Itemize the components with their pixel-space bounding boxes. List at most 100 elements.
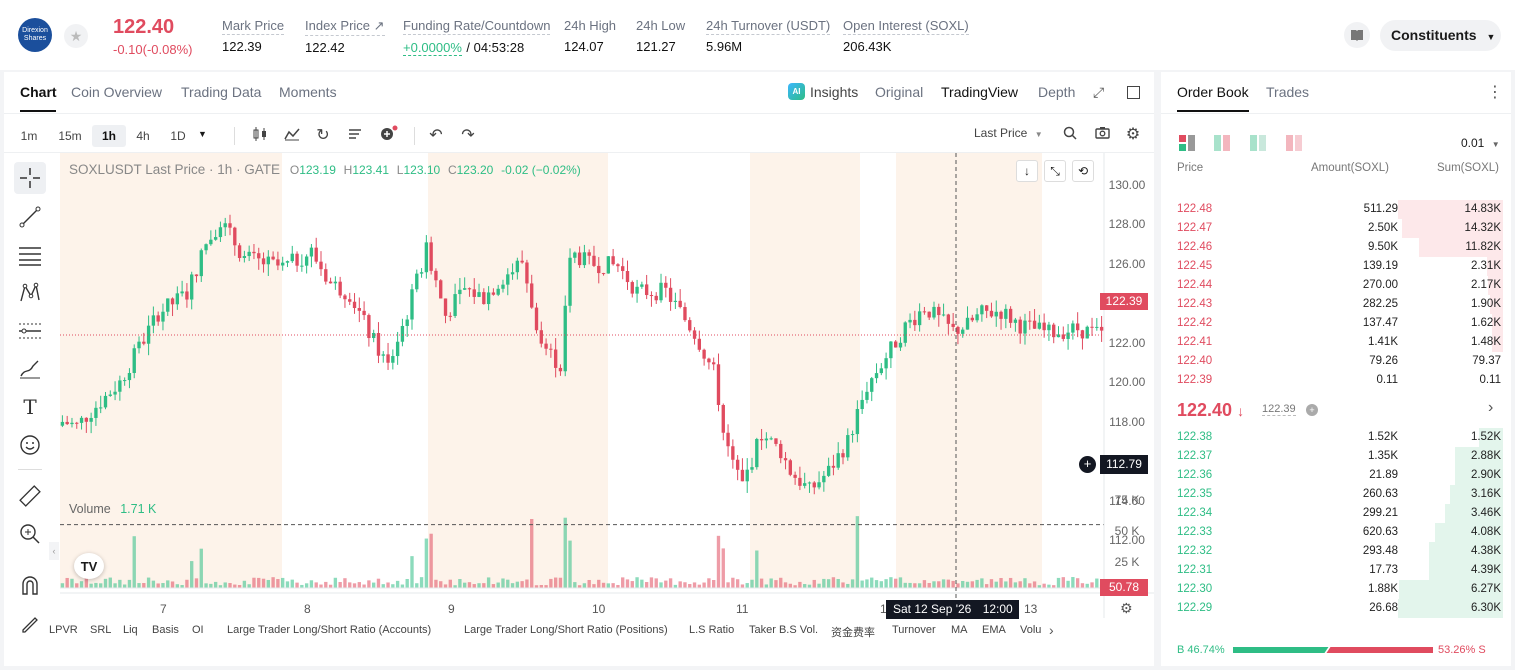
indicator-item[interactable]: SRL	[90, 624, 112, 636]
indicators-icon[interactable]	[281, 127, 303, 144]
tab-chart[interactable]: Chart	[20, 84, 57, 100]
timeframe-15m[interactable]: 15m	[58, 129, 82, 143]
timeframe-1d[interactable]: 1D	[170, 129, 186, 143]
ask-row[interactable]: 122.41 1.41K 1.48K	[1161, 333, 1511, 352]
redo-icon[interactable]: ↷	[461, 127, 475, 144]
bid-row[interactable]: 122.34 299.21 3.46K	[1161, 504, 1511, 523]
axis-settings-icon[interactable]: ⚙	[1120, 600, 1133, 616]
fullscreen-icon[interactable]: ⤡	[1044, 160, 1066, 182]
indicator-item[interactable]: LPVR	[49, 624, 78, 636]
book-icon[interactable]	[1344, 22, 1370, 48]
trend-line-tool-icon[interactable]	[14, 201, 46, 233]
ask-row[interactable]: 122.43 282.25 1.90K	[1161, 295, 1511, 314]
volume-bar	[664, 580, 668, 588]
tab-moments[interactable]: Moments	[279, 84, 337, 100]
add-indicator-icon[interactable]	[378, 125, 400, 144]
brush-tool-icon[interactable]	[14, 353, 46, 385]
more-icon[interactable]: ⋮	[1487, 84, 1503, 101]
ask-row[interactable]: 122.39 0.11 0.11	[1161, 371, 1511, 390]
tab-depth[interactable]: Depth	[1038, 84, 1076, 100]
magnet-tool-icon[interactable]	[14, 569, 46, 601]
timeframe-dropdown-icon[interactable]: ▼	[198, 129, 207, 139]
view-sells-icon[interactable]	[1286, 135, 1302, 156]
volume-bar	[1018, 581, 1022, 588]
indicator-item[interactable]: MA	[951, 624, 968, 636]
price-chart[interactable]	[60, 153, 1154, 618]
view-asks-icon[interactable]	[1250, 135, 1266, 156]
index-price-stat[interactable]: Index Price ↗ 122.42	[305, 18, 385, 55]
emoji-tool-icon[interactable]	[14, 429, 46, 461]
indicator-scroll-right-icon[interactable]: ›	[1049, 622, 1054, 638]
indicator-item[interactable]: Basis	[152, 624, 179, 636]
bid-row[interactable]: 122.35 260.63 3.16K	[1161, 485, 1511, 504]
tab-original[interactable]: Original	[875, 84, 924, 100]
ask-row[interactable]: 122.40 79.26 79.37	[1161, 352, 1511, 371]
candle-body	[151, 315, 156, 326]
indicator-item[interactable]: Volu	[1020, 624, 1042, 636]
search-icon[interactable]	[1059, 126, 1081, 143]
candle-type-icon[interactable]	[249, 127, 271, 144]
reset-view-icon[interactable]: ⟲	[1072, 160, 1094, 182]
indicator-item[interactable]: EMA	[982, 624, 1006, 636]
pattern-tool-icon[interactable]	[14, 277, 46, 309]
camera-icon[interactable]	[1091, 126, 1113, 142]
bid-row[interactable]: 122.36 21.89 2.90K	[1161, 466, 1511, 485]
settings-gear-icon[interactable]: ⚙	[1125, 126, 1141, 143]
add-alert-icon[interactable]: +	[1079, 456, 1096, 473]
ask-row[interactable]: 122.42 137.47 1.62K	[1161, 314, 1511, 333]
refresh-icon[interactable]: ↻	[316, 127, 330, 144]
volume-bar	[122, 584, 127, 588]
undo-icon[interactable]: ↶	[429, 127, 443, 144]
tab-trades[interactable]: Trades	[1266, 84, 1310, 100]
tab-order-book[interactable]: Order Book	[1177, 84, 1249, 100]
indicator-item[interactable]: Taker B.S Vol.	[749, 624, 819, 636]
timeframe-4h[interactable]: 4h	[136, 129, 150, 143]
ask-row[interactable]: 122.46 9.50K 11.82K	[1161, 238, 1511, 257]
template-icon[interactable]	[344, 127, 366, 144]
crosshair-tool-icon[interactable]	[14, 162, 46, 194]
tab-tradingview[interactable]: TradingView	[941, 84, 1019, 100]
indicator-item[interactable]: Large Trader Long/Short Ratio (Positions…	[464, 624, 668, 636]
constituents-button[interactable]: Constituents ▼	[1380, 20, 1501, 51]
precision-select[interactable]: 0.01 ▼	[1461, 136, 1500, 150]
zoom-in-tool-icon[interactable]	[14, 518, 46, 550]
bid-row[interactable]: 122.33 620.63 4.08K	[1161, 523, 1511, 542]
favorite-star-icon[interactable]: ★	[64, 24, 88, 48]
collapse-toolbar-icon[interactable]: ‹	[49, 542, 59, 560]
indicator-item[interactable]: OI	[192, 624, 204, 636]
ask-row[interactable]: 122.45 139.19 2.31K	[1161, 257, 1511, 276]
indicator-item[interactable]: Liq	[123, 624, 138, 636]
ask-row[interactable]: 122.44 270.00 2.17K	[1161, 276, 1511, 295]
bid-row[interactable]: 122.31 17.73 4.39K	[1161, 561, 1511, 580]
ask-row[interactable]: 122.47 2.50K 14.32K	[1161, 219, 1511, 238]
bid-row[interactable]: 122.37 1.35K 2.88K	[1161, 447, 1511, 466]
volume-bar	[204, 583, 208, 588]
ask-row[interactable]: 122.48 511.29 14.83K	[1161, 200, 1511, 219]
tab-coin-overview[interactable]: Coin Overview	[71, 84, 163, 100]
bid-row[interactable]: 122.30 1.88K 6.27K	[1161, 580, 1511, 599]
bid-row[interactable]: 122.38 1.52K 1.52K	[1161, 428, 1511, 447]
price-type-select[interactable]: Last Price ▼	[974, 126, 1043, 140]
pencil-lock-tool-icon[interactable]	[14, 607, 46, 639]
ruler-tool-icon[interactable]	[14, 480, 46, 512]
text-tool-icon[interactable]: T	[23, 395, 37, 419]
view-both-icon[interactable]	[1179, 135, 1195, 156]
tab-trading-data[interactable]: Trading Data	[181, 84, 262, 100]
indicator-item[interactable]: Large Trader Long/Short Ratio (Accounts)	[227, 624, 432, 636]
tab-insights[interactable]: Insights	[810, 84, 859, 100]
bid-row[interactable]: 122.29 26.68 6.30K	[1161, 599, 1511, 618]
horizontal-lines-tool-icon[interactable]	[14, 239, 46, 271]
timeframe-1h[interactable]: 1h	[92, 125, 126, 147]
indicator-item[interactable]: Turnover	[892, 624, 936, 636]
timeframe-1m[interactable]: 1m	[20, 129, 38, 143]
indicator-item[interactable]: 资金费率	[831, 627, 875, 639]
expand-icon[interactable]: ⤢	[1093, 84, 1105, 100]
view-bids-icon[interactable]	[1214, 135, 1230, 156]
bid-row[interactable]: 122.32 293.48 4.38K	[1161, 542, 1511, 561]
window-icon[interactable]	[1127, 86, 1140, 99]
candle-body	[60, 421, 65, 426]
fib-tool-icon[interactable]	[14, 315, 46, 347]
scroll-down-icon[interactable]: ↓	[1016, 160, 1038, 182]
indicator-item[interactable]: L.S Ratio	[689, 624, 735, 636]
chevron-right-icon[interactable]: ›	[1488, 399, 1494, 416]
